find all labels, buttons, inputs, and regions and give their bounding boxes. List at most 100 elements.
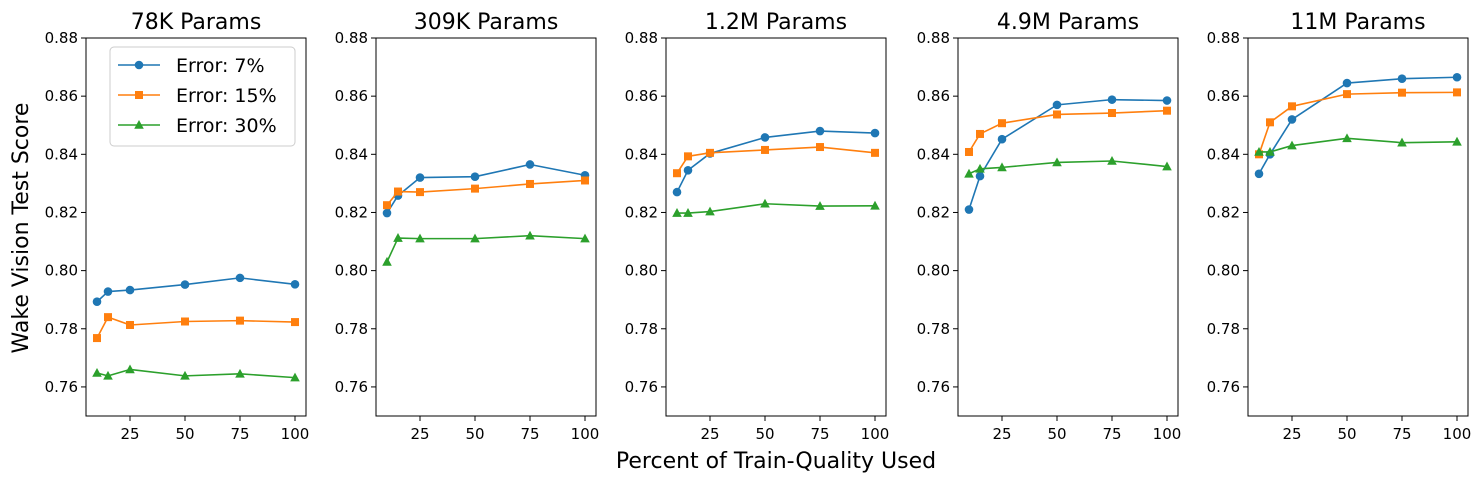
data-point bbox=[815, 201, 825, 210]
y-tick-label: 0.82 bbox=[335, 203, 368, 221]
x-tick-label: 25 bbox=[410, 425, 429, 443]
x-tick-label: 100 bbox=[571, 425, 600, 443]
y-tick-label: 0.88 bbox=[45, 29, 78, 47]
data-point bbox=[684, 152, 692, 161]
y-tick-label: 0.80 bbox=[625, 262, 658, 280]
y-tick-label: 0.88 bbox=[917, 29, 950, 47]
subplot-panels: 78K Params 0.76 0.78 0.80 0.82 0.84 0.86 0.88 25… bbox=[45, 10, 1472, 443]
x-tick-label: 75 bbox=[1392, 425, 1411, 443]
x-tick-label: 50 bbox=[755, 425, 774, 443]
y-axis-label: Wake Vision Test Score bbox=[9, 103, 34, 354]
data-point bbox=[1162, 161, 1172, 171]
legend-marker bbox=[134, 60, 144, 70]
data-point bbox=[1266, 118, 1274, 127]
subplot-4: 4.9M Params 0.76 0.78 0.80 0.82 0.84 0.86 0.88 2… bbox=[917, 10, 1182, 443]
series-1 bbox=[382, 160, 590, 218]
data-point bbox=[1287, 115, 1297, 124]
data-point bbox=[870, 200, 880, 210]
data-point bbox=[382, 256, 392, 266]
x-tick-label: 100 bbox=[281, 425, 310, 443]
data-point bbox=[1052, 157, 1062, 167]
data-point bbox=[1107, 155, 1117, 165]
legend-marker bbox=[135, 91, 143, 99]
data-point bbox=[235, 368, 245, 378]
legend-marker bbox=[134, 120, 144, 129]
data-point bbox=[965, 147, 973, 156]
y-tick-label: 0.86 bbox=[625, 87, 658, 105]
data-point bbox=[1163, 106, 1171, 115]
y-tick-label: 0.88 bbox=[335, 29, 368, 47]
data-point bbox=[761, 145, 769, 154]
y-tick-label: 0.86 bbox=[335, 87, 368, 105]
series-3 bbox=[1254, 133, 1462, 156]
data-point bbox=[705, 206, 715, 216]
data-point bbox=[997, 162, 1007, 172]
data-point bbox=[1398, 88, 1406, 97]
x-tick-label: 75 bbox=[520, 425, 539, 443]
y-tick-label: 0.76 bbox=[917, 378, 950, 396]
data-point bbox=[290, 372, 300, 382]
data-point bbox=[998, 119, 1006, 128]
data-point bbox=[1452, 72, 1462, 82]
series-2 bbox=[965, 106, 1171, 156]
x-tick-label: 100 bbox=[1153, 425, 1182, 443]
data-point bbox=[526, 179, 534, 188]
subplot-2: 309K Params 0.76 0.78 0.80 0.82 0.84 0.86 0.88 2… bbox=[335, 10, 600, 443]
data-point bbox=[393, 233, 403, 242]
x-tick-label: 50 bbox=[175, 425, 194, 443]
subplot-5: 11M Params 0.76 0.78 0.80 0.82 0.84 0.86 0.88 25… bbox=[1207, 10, 1472, 443]
series-line bbox=[676, 130, 876, 193]
x-tick-label: 75 bbox=[1102, 425, 1121, 443]
y-tick-label: 0.84 bbox=[625, 145, 658, 163]
legend-label: Error: 7% bbox=[176, 55, 265, 77]
x-tick-label: 100 bbox=[1443, 425, 1472, 443]
subplot-title: 309K Params bbox=[414, 10, 559, 35]
data-point bbox=[1053, 110, 1061, 119]
data-point bbox=[1397, 74, 1407, 84]
data-point bbox=[672, 187, 682, 197]
subplot-title: 78K Params bbox=[131, 10, 262, 35]
data-point bbox=[125, 285, 135, 295]
series-line bbox=[968, 160, 1168, 175]
x-tick-label: 75 bbox=[810, 425, 829, 443]
data-point bbox=[92, 297, 102, 307]
data-point bbox=[975, 163, 985, 173]
data-point bbox=[581, 176, 589, 185]
data-point bbox=[871, 148, 879, 157]
data-point bbox=[235, 273, 245, 283]
data-point bbox=[236, 316, 244, 325]
y-tick-label: 0.88 bbox=[1207, 29, 1240, 47]
legend-label: Error: 30% bbox=[176, 115, 277, 137]
plot-frame bbox=[665, 37, 887, 417]
legend: Error: 7% Error: 15% Error: 30% bbox=[109, 46, 296, 147]
data-point bbox=[180, 370, 190, 380]
series-2 bbox=[93, 313, 299, 343]
data-point bbox=[525, 160, 535, 169]
series-3 bbox=[382, 230, 590, 266]
plot-frame bbox=[375, 37, 597, 417]
data-point bbox=[1254, 169, 1264, 179]
data-point bbox=[415, 173, 425, 182]
x-tick-label: 75 bbox=[230, 425, 249, 443]
data-point bbox=[92, 367, 102, 377]
series-2 bbox=[383, 176, 589, 210]
plot-frame bbox=[85, 37, 307, 417]
y-tick-label: 0.84 bbox=[45, 145, 78, 163]
y-tick-label: 0.86 bbox=[45, 87, 78, 105]
y-tick-label: 0.86 bbox=[1207, 87, 1240, 105]
data-point bbox=[870, 128, 880, 138]
y-tick-label: 0.86 bbox=[917, 87, 950, 105]
data-point bbox=[291, 318, 299, 327]
y-tick-label: 0.80 bbox=[335, 262, 368, 280]
series-1 bbox=[964, 95, 1172, 214]
data-point bbox=[976, 129, 984, 138]
subplot-3: 1.2M Params 0.76 0.78 0.80 0.82 0.84 0.86 0.88 2… bbox=[625, 10, 890, 443]
data-point bbox=[470, 233, 480, 243]
data-point bbox=[383, 201, 391, 210]
y-tick-label: 0.80 bbox=[1207, 262, 1240, 280]
y-tick-label: 0.76 bbox=[625, 378, 658, 396]
y-tick-label: 0.78 bbox=[625, 320, 658, 338]
data-point bbox=[1342, 133, 1352, 143]
series-line bbox=[1259, 137, 1458, 153]
